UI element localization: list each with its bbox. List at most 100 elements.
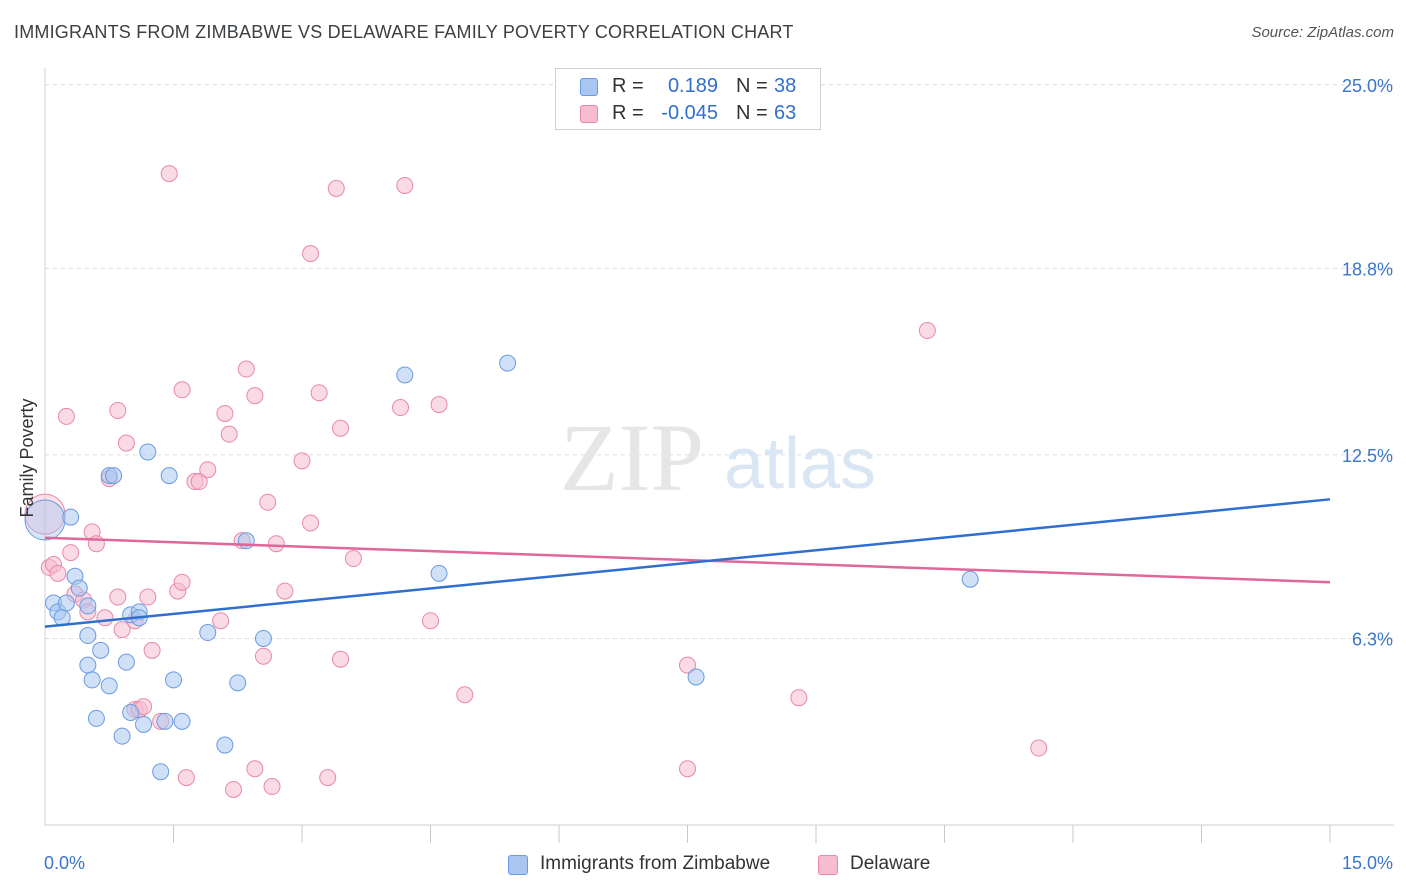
delaware-point bbox=[109, 588, 127, 606]
zimbabwe-point bbox=[199, 624, 217, 642]
y-tick-label: 18.8% bbox=[1342, 259, 1393, 279]
delaware-point bbox=[173, 381, 191, 399]
n-value: 38 bbox=[774, 75, 797, 97]
zimbabwe-point bbox=[430, 564, 448, 582]
zimbabwe-point bbox=[105, 467, 123, 485]
delaware-point bbox=[456, 686, 474, 704]
delaware-point bbox=[220, 425, 238, 443]
delaware-point bbox=[267, 535, 285, 553]
zimbabwe-point bbox=[165, 671, 182, 689]
delaware-point bbox=[790, 689, 808, 707]
zimbabwe-point bbox=[499, 354, 517, 372]
delaware-point bbox=[49, 564, 67, 582]
delaware-point bbox=[679, 656, 696, 674]
watermark-zip: ZIP bbox=[560, 404, 704, 511]
delaware-point bbox=[254, 647, 272, 665]
delaware-point bbox=[302, 514, 320, 532]
delaware-point bbox=[396, 176, 414, 194]
zimbabwe-point bbox=[961, 570, 979, 588]
r-value: -0.045 bbox=[661, 102, 718, 124]
zimbabwe-point bbox=[79, 627, 97, 645]
zimbabwe-point bbox=[216, 736, 234, 754]
zimbabwe-point bbox=[87, 709, 105, 727]
delaware-point bbox=[113, 621, 131, 639]
n-label: N = bbox=[736, 102, 768, 124]
axes bbox=[44, 68, 1394, 826]
legend-row-delaware: R = -0.045 N = 63 bbox=[556, 100, 820, 126]
delaware-point bbox=[199, 461, 217, 479]
zimbabwe-point bbox=[117, 653, 135, 671]
zimbabwe-point bbox=[62, 508, 80, 526]
delaware-point bbox=[143, 641, 161, 659]
zimbabwe-point bbox=[160, 467, 178, 485]
zimbabwe-point bbox=[156, 712, 174, 730]
y-tick-label: 12.5% bbox=[1342, 446, 1393, 466]
zimbabwe-point bbox=[122, 703, 140, 721]
zimbabwe-point bbox=[173, 712, 191, 730]
delaware-point bbox=[332, 650, 350, 668]
n-value: 63 bbox=[774, 102, 797, 124]
delaware-trend-line bbox=[44, 536, 1331, 584]
delaware-point bbox=[310, 384, 328, 402]
delaware-point bbox=[212, 612, 230, 630]
zimbabwe-point bbox=[139, 443, 157, 461]
delaware-point bbox=[327, 179, 345, 197]
delaware-point bbox=[293, 452, 311, 470]
delaware-point bbox=[259, 493, 277, 511]
x-ticks bbox=[173, 825, 1331, 843]
x-tick-labels: 0.0% 15.0% bbox=[44, 853, 1393, 873]
legend-label: Immigrants from Zimbabwe bbox=[540, 853, 771, 874]
zimbabwe-point bbox=[92, 641, 110, 659]
delaware-point bbox=[1030, 739, 1048, 757]
delaware-points bbox=[24, 165, 1048, 798]
delaware-point bbox=[246, 760, 264, 778]
y-axis-label: Family Poverty bbox=[17, 398, 37, 517]
zimbabwe-point bbox=[254, 629, 272, 647]
delaware-point bbox=[96, 609, 114, 627]
zimbabwe-point bbox=[83, 671, 101, 689]
delaware-point bbox=[422, 612, 439, 630]
zimbabwe-point bbox=[237, 532, 255, 550]
zimbabwe-point bbox=[396, 366, 414, 384]
zimbabwe-point bbox=[70, 579, 88, 597]
delaware-point bbox=[332, 419, 350, 437]
y-tick-label: 25.0% bbox=[1342, 76, 1393, 96]
delaware-point bbox=[177, 769, 195, 787]
correlation-legend: R = 0.189 N = 38 R = -0.045 N = 63 bbox=[555, 68, 821, 130]
zimbabwe-point bbox=[79, 597, 97, 615]
zimbabwe-trend-line bbox=[44, 498, 1331, 628]
delaware-point bbox=[430, 396, 448, 414]
y-tick-labels: 25.0% 18.8% 12.5% 6.3% bbox=[1342, 76, 1393, 650]
legend-swatch-pink bbox=[818, 855, 838, 875]
zimbabwe-point bbox=[152, 763, 170, 781]
zimbabwe-point bbox=[687, 668, 705, 686]
zimbabwe-point bbox=[113, 727, 131, 745]
legend-row-zimbabwe: R = 0.189 N = 38 bbox=[556, 73, 820, 99]
y-tick-label: 6.3% bbox=[1352, 629, 1393, 649]
source-label: Source: ZipAtlas.com bbox=[1251, 24, 1394, 41]
trend-lines bbox=[44, 498, 1331, 628]
legend-swatch-pink bbox=[580, 105, 598, 123]
delaware-point bbox=[173, 573, 191, 591]
r-label: R = bbox=[612, 75, 644, 97]
zimbabwe-point bbox=[135, 715, 153, 733]
zimbabwe-point bbox=[79, 656, 97, 674]
delaware-point bbox=[276, 582, 294, 600]
delaware-point bbox=[224, 780, 242, 798]
delaware-point bbox=[246, 387, 264, 405]
delaware-point bbox=[109, 401, 127, 419]
delaware-point bbox=[87, 535, 105, 553]
n-label: N = bbox=[736, 75, 768, 97]
chart-title: IMMIGRANTS FROM ZIMBABWE VS DELAWARE FAM… bbox=[14, 22, 794, 42]
delaware-point bbox=[62, 544, 80, 562]
x-tick-label: 15.0% bbox=[1342, 853, 1393, 873]
series-legend: Immigrants from Zimbabwe Delaware bbox=[0, 850, 1406, 880]
delaware-point bbox=[319, 769, 337, 787]
delaware-point bbox=[237, 360, 255, 378]
zimbabwe-point bbox=[100, 677, 118, 695]
legend-swatch-blue bbox=[508, 855, 528, 875]
delaware-point bbox=[139, 588, 157, 606]
delaware-point bbox=[190, 473, 208, 491]
legend-swatch-blue bbox=[580, 78, 598, 96]
